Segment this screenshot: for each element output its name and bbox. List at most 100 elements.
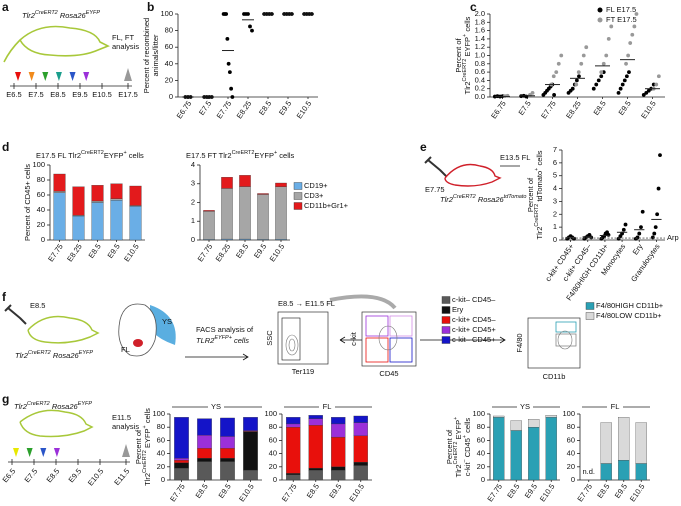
data-point	[230, 95, 235, 99]
x-tick-label: E7.5	[197, 99, 213, 117]
injection-marker	[28, 72, 35, 81]
y-tick-label: 60	[157, 435, 165, 444]
data-point	[596, 78, 601, 83]
injection-marker	[42, 72, 49, 81]
data-point	[229, 86, 234, 91]
bar-segment	[220, 436, 235, 449]
label-part: Tlr2	[143, 473, 152, 486]
arrow	[420, 336, 506, 344]
data-point	[604, 53, 609, 58]
bar-segment	[353, 462, 368, 466]
y-tick-label: 3	[191, 179, 195, 188]
bar-segment	[308, 415, 323, 419]
injection-marker	[15, 72, 21, 81]
y-tick-label: 100	[152, 409, 165, 418]
chart-title: YS	[520, 402, 530, 411]
label-part: Rosa26	[58, 11, 87, 20]
label-part: CreERT2	[462, 59, 468, 82]
data-point	[576, 70, 581, 74]
bar-segment	[174, 417, 189, 459]
label: analysis	[112, 42, 139, 51]
data-point	[640, 209, 645, 214]
y-tick-label: 1	[553, 222, 557, 231]
label-part: TLR2	[196, 336, 215, 345]
y-tick-label: 20	[37, 220, 45, 229]
bar-segment	[528, 427, 540, 481]
label-part: CreERT2	[142, 450, 148, 473]
bar-segment	[510, 420, 522, 431]
label: FL	[121, 345, 130, 354]
x-tick-label: E10.5	[538, 482, 557, 503]
y-tick-label: 20	[269, 462, 277, 471]
bar-segment	[203, 211, 215, 240]
x-tick-label: E10.5	[347, 482, 366, 503]
x-tick-label: E10.5	[268, 242, 287, 263]
label: E9.5	[72, 90, 87, 99]
injection-marker	[55, 72, 62, 81]
y-axis-label: Percent of	[454, 37, 463, 72]
label: CD11b	[543, 372, 566, 381]
x-tick-label: E10.5	[628, 482, 647, 503]
label-part: cells	[127, 151, 144, 160]
label: analysis	[112, 422, 139, 431]
label-part: Rosa26	[476, 195, 505, 204]
label: Tlr2CreERT2 Rosa26EYFP	[22, 10, 100, 20]
label-part: EYFP	[78, 401, 93, 407]
x-tick-label: E9.5	[617, 99, 633, 117]
x-tick-label: E8.5	[194, 482, 210, 500]
bar-segment	[91, 202, 104, 241]
y-tick-label: 80	[567, 422, 575, 431]
bar-segment	[110, 198, 123, 201]
data-point	[570, 86, 575, 91]
x-tick-label: E9.5	[523, 482, 539, 500]
bar-segment	[197, 448, 212, 459]
y-axis-label: Percent of	[134, 429, 143, 464]
bar-segment	[618, 417, 630, 461]
y-tick-label: 60	[567, 435, 575, 444]
bar-segment	[174, 460, 189, 463]
bar-segment	[243, 469, 258, 481]
injection-marker	[40, 448, 47, 457]
contour	[288, 338, 296, 352]
bar-segment	[197, 461, 212, 481]
mouse-drawing	[27, 315, 100, 344]
legend-marker	[441, 306, 451, 314]
facs-plot	[527, 317, 581, 369]
y-tick-label: 0	[481, 475, 485, 484]
label: E9.5	[67, 467, 84, 485]
y-tick-label: 0.4	[475, 75, 485, 84]
data-point	[632, 24, 637, 29]
x-tick-label: E7.75	[196, 242, 215, 263]
y-tick-label: 0	[191, 235, 195, 244]
legend-marker	[441, 336, 451, 344]
data-point	[620, 82, 625, 87]
bar-segment	[239, 186, 251, 240]
x-tick-label: E8.5	[234, 242, 250, 260]
label: E7.75	[425, 185, 445, 194]
data-point	[579, 61, 584, 66]
x-tick-label: E7.75	[215, 99, 234, 120]
x-tick-label: E8.5	[257, 99, 273, 117]
x-tick-label: Ery	[631, 242, 645, 257]
data-point	[635, 235, 640, 240]
data-point	[591, 86, 596, 91]
arrow	[329, 294, 397, 310]
injection-marker	[53, 448, 60, 457]
x-tick-label: E10.5	[639, 99, 658, 120]
data-point	[624, 74, 629, 79]
y-tick-label: 0.2	[475, 84, 485, 93]
data-point	[623, 222, 628, 227]
data-point	[574, 82, 579, 87]
bar-segment	[331, 469, 346, 481]
bar-segment	[53, 191, 66, 193]
y-tick-label: 40	[157, 449, 165, 458]
label-part: EYFP+	[214, 335, 232, 341]
label-part: EYFP	[79, 350, 94, 356]
y-tick-label: 5	[553, 171, 557, 180]
label: E10.5	[92, 90, 112, 99]
bar-segment	[331, 423, 346, 438]
legend-label: FT E17.5	[606, 15, 637, 24]
label: Tlr2CreERT2 Rosa26EYFP	[14, 401, 92, 411]
label-part: cells	[535, 150, 544, 167]
label-part: cells	[232, 336, 249, 345]
